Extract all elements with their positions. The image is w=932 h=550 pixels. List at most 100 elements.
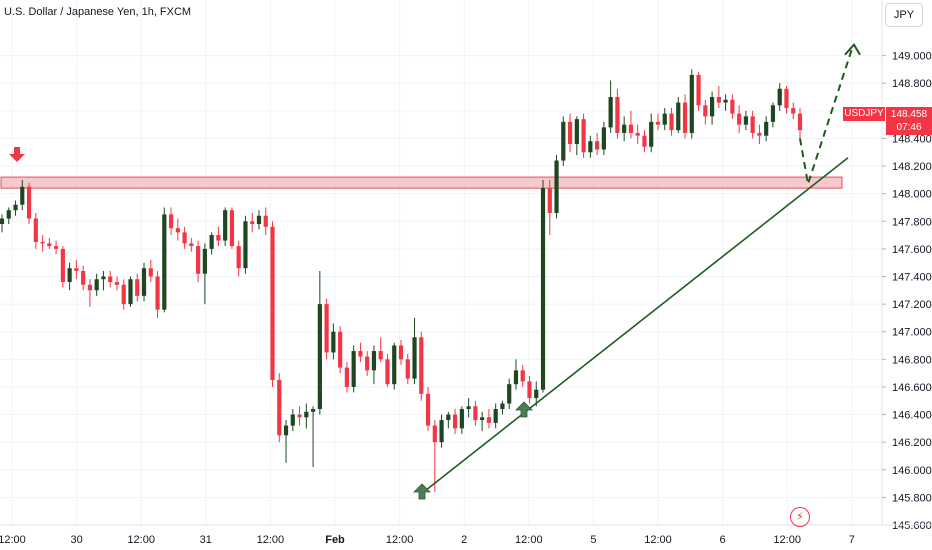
candle-body [689, 74, 694, 133]
candle-body [108, 276, 113, 283]
candle-body [162, 214, 167, 310]
candle-body [419, 337, 424, 394]
down-arrow-marker [9, 147, 25, 162]
candle-body [148, 268, 153, 277]
up-arrow-marker-low [413, 483, 431, 500]
candle-body [669, 113, 674, 131]
candle-body [737, 113, 742, 125]
candle-body [649, 121, 654, 147]
candle-body [155, 276, 160, 310]
candle-body [764, 121, 769, 136]
candle-body [770, 105, 776, 122]
candle-body [581, 119, 586, 153]
time-tick-label: 30 [70, 534, 82, 546]
candle-body [466, 406, 471, 410]
candle-body [216, 235, 221, 241]
candle-body [398, 345, 404, 360]
time-tick-label: 12:00 [644, 534, 672, 546]
candle-body [229, 210, 235, 247]
candle-body [615, 97, 620, 133]
candle-body [135, 279, 140, 296]
candle-body [378, 351, 383, 360]
candle-body [250, 221, 255, 225]
candle-body [94, 279, 99, 291]
candle-body [47, 243, 52, 247]
candle-body [209, 235, 214, 249]
candle-body [513, 370, 519, 385]
candle-body [628, 124, 634, 133]
candle-body [703, 105, 708, 117]
price-tick-label: 146.400 [892, 410, 932, 422]
price-tick-label: 147.800 [892, 216, 932, 228]
candle-body [385, 359, 390, 385]
last-price: 148.458 [890, 109, 928, 120]
time-tick-label: 5 [590, 534, 596, 546]
candle-body [331, 331, 336, 353]
candle-body [797, 113, 803, 131]
price-tick-label: 147.400 [892, 272, 932, 284]
candle-body [121, 284, 126, 305]
candle-body [283, 425, 289, 436]
time-tick-label: 7 [849, 534, 855, 546]
candle-body [412, 337, 417, 379]
candle-body [784, 88, 789, 109]
candle-body [54, 246, 59, 249]
candle-body [696, 74, 701, 106]
candle-body [432, 425, 437, 443]
candle-body [459, 409, 464, 429]
price-tick-label: 146.200 [892, 437, 932, 449]
price-tick-label: 147.000 [892, 327, 932, 339]
candle-body [196, 246, 201, 274]
time-axis: 12:00 30 12:00 31 12:00 Feb 12:00 2 12:00 5 12:00 6… [0, 524, 932, 546]
candle-body [473, 406, 478, 421]
bar-countdown: 07:46 [896, 122, 922, 133]
candle-body [243, 221, 248, 269]
candle-body [453, 414, 458, 429]
candle-body [405, 359, 410, 379]
candle-body [750, 116, 755, 133]
candle-body [547, 188, 552, 213]
candle-body [595, 141, 600, 150]
last-price-badge: 148.458 07:46 [886, 107, 932, 135]
candle-body [223, 210, 228, 241]
candle-body [182, 232, 187, 244]
price-tick-label: 148.400 [892, 133, 932, 145]
candle-body [709, 97, 715, 117]
lightning-icon[interactable]: ⚡︎ [790, 507, 810, 527]
annotation-arrows [9, 147, 533, 500]
price-tick-label: 149.000 [892, 51, 932, 63]
candle-body [723, 99, 728, 103]
candle-body [26, 186, 32, 219]
candle-body [101, 276, 106, 280]
price-tick-label: 147.200 [892, 299, 932, 311]
candle-body [277, 380, 282, 436]
currency-button[interactable]: JPY [885, 3, 923, 27]
candle-body [554, 160, 559, 213]
candle-body [33, 218, 38, 242]
candle-body [446, 414, 451, 421]
price-tick-label: 148.200 [892, 161, 932, 173]
price-tick-label: 145.800 [892, 492, 932, 504]
candle-body [6, 210, 11, 219]
candle-body [351, 351, 356, 387]
candle-body [270, 226, 275, 381]
candle-body [202, 248, 207, 274]
resistance-zone-rect [0, 176, 843, 189]
candle-body [601, 127, 606, 150]
candle-body [608, 97, 613, 128]
candle-body [567, 121, 573, 144]
projection-path [799, 48, 853, 185]
candle-body [114, 282, 120, 285]
candle-body [358, 351, 363, 357]
candle-body [682, 102, 688, 133]
candle-body [392, 345, 397, 385]
candle-body [743, 116, 748, 125]
candle-body [561, 121, 566, 161]
price-tick-label: 146.800 [892, 354, 932, 366]
price-tick-label: 148.800 [892, 78, 932, 90]
candle-body [304, 411, 309, 418]
time-tick-label: 12:00 [257, 534, 285, 546]
candle-body [0, 218, 5, 225]
price-tick-label: 146.600 [892, 382, 932, 394]
projection-arrowhead [844, 43, 861, 56]
